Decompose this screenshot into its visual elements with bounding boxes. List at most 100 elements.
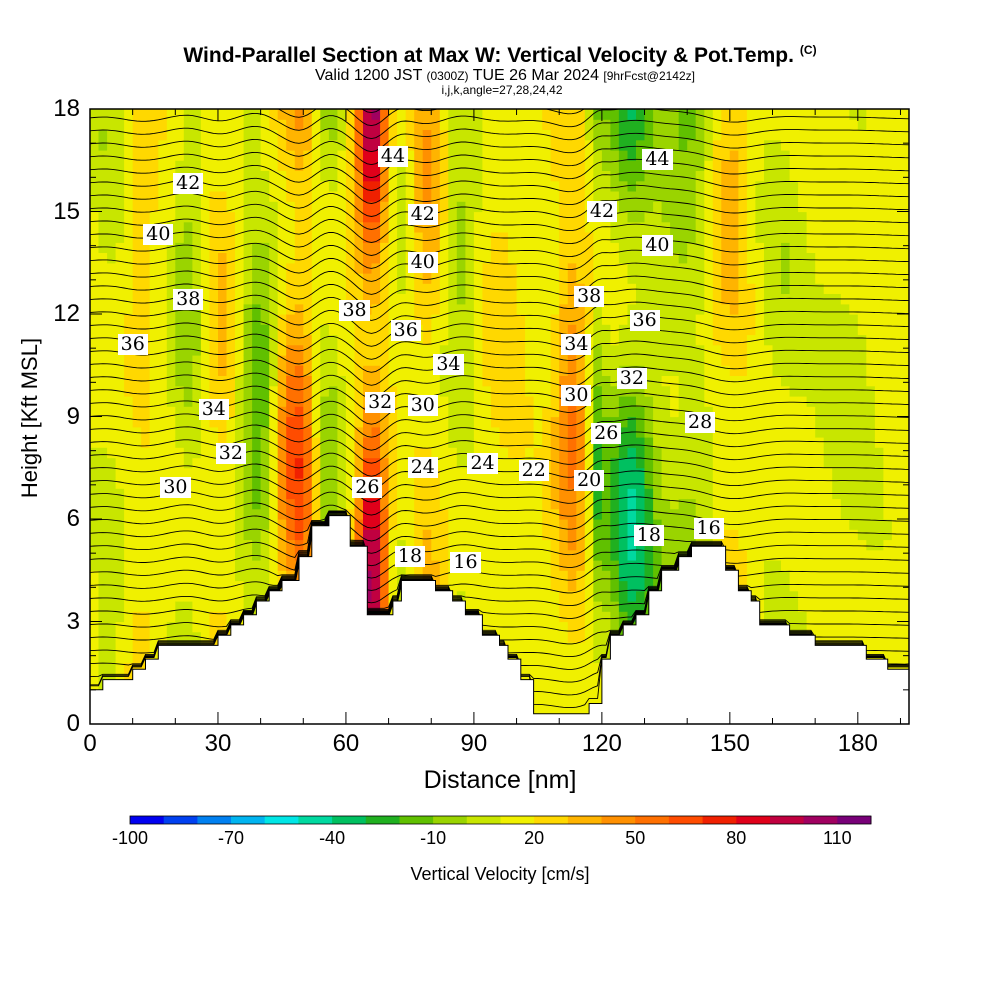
velocity-cell (533, 478, 543, 489)
velocity-cell (422, 478, 432, 489)
velocity-cell (345, 406, 355, 418)
velocity-cell (559, 191, 569, 202)
velocity-cell (175, 549, 185, 561)
velocity-cell (414, 314, 424, 325)
velocity-cell (661, 529, 671, 541)
velocity-cell (482, 611, 492, 623)
velocity-cell (277, 457, 287, 469)
velocity-cell (559, 314, 569, 325)
velocity-cell (661, 201, 671, 213)
velocity-cell (422, 355, 432, 366)
velocity-cell (516, 437, 526, 448)
velocity-cell (380, 549, 390, 561)
velocity-cell (508, 201, 518, 213)
velocity-cell (610, 344, 620, 356)
velocity-cell (764, 416, 774, 428)
velocity-cell (252, 457, 262, 469)
velocity-cell (746, 109, 756, 120)
velocity-cell (610, 447, 620, 459)
velocity-cell (200, 570, 210, 582)
velocity-cell (149, 201, 159, 213)
velocity-cell (516, 262, 526, 274)
velocity-cell (456, 314, 466, 325)
velocity-cell (192, 611, 202, 623)
velocity-cell (670, 283, 680, 294)
velocity-cell (235, 601, 245, 612)
velocity-cell (789, 242, 799, 253)
velocity-cell (158, 252, 168, 264)
velocity-cell (636, 201, 646, 213)
velocity-cell (653, 508, 663, 520)
velocity-cell (209, 631, 219, 643)
velocity-cell (371, 539, 381, 551)
velocity-cell (209, 365, 219, 376)
velocity-cell (576, 447, 586, 459)
velocity-cell (567, 242, 577, 253)
velocity-cell (320, 467, 330, 479)
velocity-cell (627, 549, 637, 561)
grid-indices: i,j,k,angle=27,28,24,42 (441, 83, 563, 97)
velocity-cell (115, 508, 125, 520)
velocity-cell (695, 365, 705, 376)
velocity-cell (704, 119, 714, 130)
velocity-cell (439, 396, 449, 407)
velocity-cell (738, 262, 748, 274)
velocity-cell (525, 611, 535, 623)
velocity-cell (388, 580, 398, 592)
velocity-cell (141, 406, 151, 418)
velocity-cell (252, 437, 262, 448)
velocity-cell (260, 324, 270, 336)
velocity-cell (252, 201, 262, 213)
velocity-cell (294, 334, 304, 346)
velocity-cell (107, 211, 117, 223)
velocity-cell (781, 375, 791, 387)
velocity-cell (431, 150, 441, 161)
velocity-cell (789, 170, 799, 182)
velocity-cell (260, 293, 270, 305)
velocity-cell (755, 508, 765, 520)
velocity-cell (286, 160, 296, 171)
velocity-cell (670, 457, 680, 469)
velocity-cell (550, 683, 560, 694)
velocity-cell (252, 109, 262, 120)
velocity-cell (576, 324, 586, 336)
velocity-cell (98, 283, 108, 294)
velocity-cell (166, 252, 176, 264)
velocity-cell (772, 139, 782, 151)
velocity-cell (601, 344, 611, 356)
velocity-cell (328, 119, 338, 130)
velocity-cell (738, 560, 748, 571)
velocity-cell (618, 560, 628, 571)
velocity-cell (516, 242, 526, 253)
velocity-cell (499, 211, 509, 223)
velocity-cell (397, 201, 407, 213)
velocity-cell (183, 355, 193, 366)
velocity-cell (721, 334, 731, 346)
velocity-cell (124, 375, 134, 387)
velocity-cell (243, 262, 253, 274)
velocity-cell (559, 560, 569, 571)
velocity-cell (533, 416, 543, 428)
velocity-cell (345, 160, 355, 171)
velocity-cell (175, 109, 185, 120)
velocity-cell (218, 560, 228, 571)
velocity-cell (516, 109, 526, 120)
velocity-cell (286, 508, 296, 520)
velocity-cell (320, 406, 330, 418)
velocity-cell (482, 355, 492, 366)
velocity-cell (721, 519, 731, 530)
velocity-cell (456, 129, 466, 141)
velocity-cell (491, 560, 501, 571)
velocity-cell (601, 150, 611, 161)
velocity-cell (260, 211, 270, 223)
velocity-cell (525, 549, 535, 561)
velocity-cell (166, 303, 176, 315)
velocity-cell (98, 426, 108, 438)
velocity-cell (465, 221, 475, 233)
velocity-cell (456, 273, 466, 284)
velocity-cell (576, 652, 586, 664)
velocity-cell (90, 283, 100, 294)
velocity-cell (636, 580, 646, 592)
velocity-cell (576, 590, 586, 602)
velocity-cell (337, 119, 347, 130)
